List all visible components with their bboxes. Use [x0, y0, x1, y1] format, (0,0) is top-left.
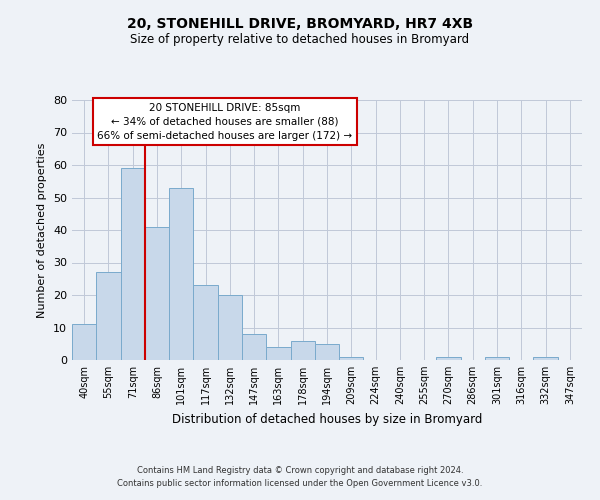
Bar: [242, 334, 266, 360]
Text: Size of property relative to detached houses in Bromyard: Size of property relative to detached ho…: [130, 32, 470, 46]
Bar: [290, 340, 315, 360]
Bar: [339, 357, 364, 360]
Bar: [436, 357, 461, 360]
Bar: [266, 347, 290, 360]
Text: Contains HM Land Registry data © Crown copyright and database right 2024.
Contai: Contains HM Land Registry data © Crown c…: [118, 466, 482, 487]
X-axis label: Distribution of detached houses by size in Bromyard: Distribution of detached houses by size …: [172, 412, 482, 426]
Bar: [169, 188, 193, 360]
Bar: [121, 168, 145, 360]
Bar: [72, 324, 96, 360]
Text: 20 STONEHILL DRIVE: 85sqm
← 34% of detached houses are smaller (88)
66% of semi-: 20 STONEHILL DRIVE: 85sqm ← 34% of detac…: [97, 102, 353, 141]
Bar: [485, 357, 509, 360]
Bar: [533, 357, 558, 360]
Bar: [145, 227, 169, 360]
Text: 20, STONEHILL DRIVE, BROMYARD, HR7 4XB: 20, STONEHILL DRIVE, BROMYARD, HR7 4XB: [127, 18, 473, 32]
Y-axis label: Number of detached properties: Number of detached properties: [37, 142, 47, 318]
Bar: [218, 295, 242, 360]
Bar: [193, 285, 218, 360]
Bar: [315, 344, 339, 360]
Bar: [96, 272, 121, 360]
